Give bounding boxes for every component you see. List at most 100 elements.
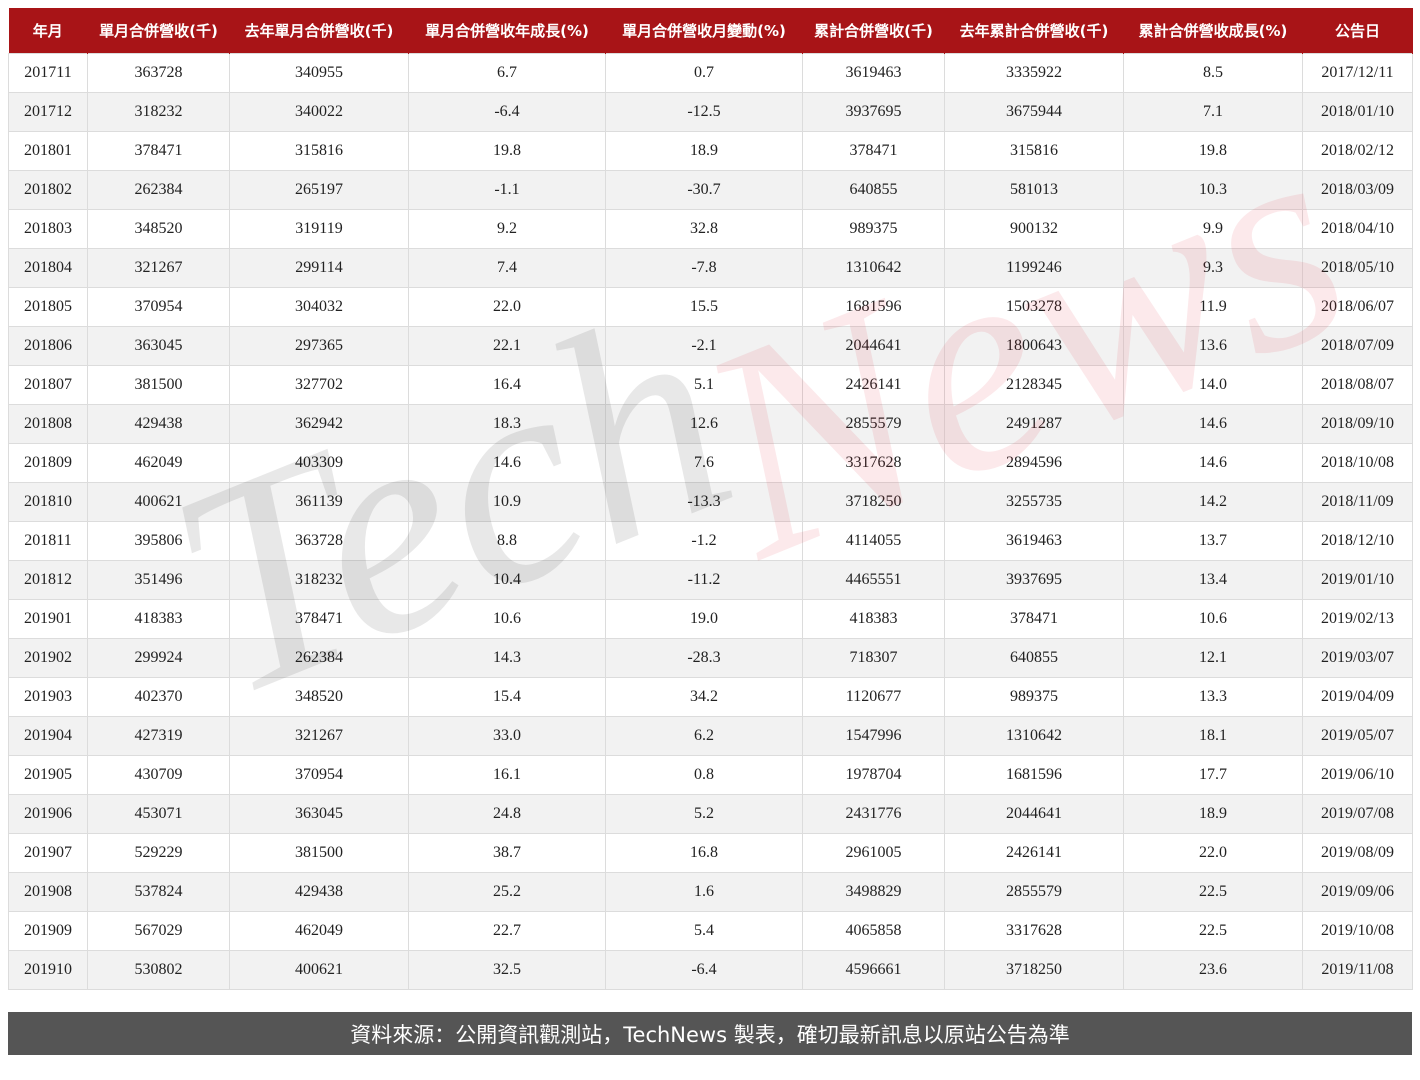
table-cell: 10.4 [408, 560, 606, 600]
table-cell: 2431776 [802, 794, 945, 834]
table-cell: 581013 [944, 170, 1124, 210]
table-cell: 22.5 [1123, 872, 1303, 912]
table-cell: 462049 [87, 443, 230, 483]
table-row: 201806 363045 297365 22.1 -2.1 2044641 1800643… [8, 326, 1413, 366]
table-cell: 2018/09/10 [1302, 404, 1413, 444]
table-cell: 201711 [8, 53, 88, 93]
table-cell: 378471 [802, 131, 945, 171]
table-cell: 6.7 [408, 53, 606, 93]
table-cell: 0.7 [605, 53, 803, 93]
table-cell: 3937695 [944, 560, 1124, 600]
column-header: 單月合併營收月變動(%) [605, 8, 803, 54]
table-cell: 18.3 [408, 404, 606, 444]
table-cell: 19.8 [408, 131, 606, 171]
table-cell: 262384 [87, 170, 230, 210]
table-cell: 1681596 [802, 287, 945, 327]
table-row: 201804 321267 299114 7.4 -7.8 1310642 1199246 9… [8, 248, 1413, 288]
table-cell: 201801 [8, 131, 88, 171]
table-cell: 13.4 [1123, 560, 1303, 600]
table-cell: 2018/11/09 [1302, 482, 1413, 522]
column-header: 年月 [8, 8, 88, 54]
table-cell: 400621 [229, 950, 409, 990]
table-cell: 24.8 [408, 794, 606, 834]
table-cell: -7.8 [605, 248, 803, 288]
table-cell: 14.6 [408, 443, 606, 483]
table-row: 201905 430709 370954 16.1 0.8 1978704 1681596 1… [8, 755, 1413, 795]
table-cell: 2018/06/07 [1302, 287, 1413, 327]
column-header: 累計合併營收(千) [802, 8, 945, 54]
table-cell: 351496 [87, 560, 230, 600]
table-cell: 381500 [87, 365, 230, 405]
table-cell: 427319 [87, 716, 230, 756]
table-row: 201808 429438 362942 18.3 12.6 2855579 2491287… [8, 404, 1413, 444]
table-cell: 15.5 [605, 287, 803, 327]
table-cell: 363045 [87, 326, 230, 366]
table-cell: 2044641 [944, 794, 1124, 834]
table-cell: 2018/05/10 [1302, 248, 1413, 288]
table-cell: 1310642 [802, 248, 945, 288]
table-cell: 9.3 [1123, 248, 1303, 288]
table-cell: 2018/08/07 [1302, 365, 1413, 405]
table-cell: 2491287 [944, 404, 1124, 444]
table-cell: 3498829 [802, 872, 945, 912]
table-cell: 362942 [229, 404, 409, 444]
table-cell: 1.6 [605, 872, 803, 912]
table-cell: 7.6 [605, 443, 803, 483]
footer-text: 資料來源：公開資訊觀測站，TechNews 製表，確切最新訊息以原站公告為準 [350, 1022, 1070, 1047]
table-header-row: 年月 單月合併營收(千) 去年單月合併營收(千) 單月合併營收年成長(%) 單月合併營收… [8, 8, 1413, 54]
table-cell: 462049 [229, 911, 409, 951]
table-cell: 1503278 [944, 287, 1124, 327]
table-cell: 2426141 [802, 365, 945, 405]
table-cell: -1.2 [605, 521, 803, 561]
table-cell: 363728 [229, 521, 409, 561]
table-cell: 19.0 [605, 599, 803, 639]
table-cell: 340955 [229, 53, 409, 93]
table-cell: -1.1 [408, 170, 606, 210]
revenue-table: 年月 單月合併營收(千) 去年單月合併營收(千) 單月合併營收年成長(%) 單月合併營收… [8, 8, 1413, 990]
table-cell: 640855 [944, 638, 1124, 678]
table-cell: 418383 [87, 599, 230, 639]
table-cell: 1310642 [944, 716, 1124, 756]
table-cell: 2018/10/08 [1302, 443, 1413, 483]
table-cell: 429438 [229, 872, 409, 912]
table-cell: 201712 [8, 92, 88, 132]
table-cell: 989375 [802, 209, 945, 249]
table-cell: 640855 [802, 170, 945, 210]
table-cell: 16.4 [408, 365, 606, 405]
table-cell: 201810 [8, 482, 88, 522]
table-cell: 400621 [87, 482, 230, 522]
table-cell: 22.5 [1123, 911, 1303, 951]
table-row: 201711 363728 340955 6.7 0.7 3619463 3335922 8.… [8, 53, 1413, 93]
table-cell: 201809 [8, 443, 88, 483]
table-cell: 7.4 [408, 248, 606, 288]
table-cell: -11.2 [605, 560, 803, 600]
table-cell: 403309 [229, 443, 409, 483]
table-cell: 17.7 [1123, 755, 1303, 795]
table-cell: 370954 [229, 755, 409, 795]
table-cell: 430709 [87, 755, 230, 795]
table-cell: 327702 [229, 365, 409, 405]
table-cell: 7.1 [1123, 92, 1303, 132]
table-cell: 321267 [229, 716, 409, 756]
table-cell: 2019/01/10 [1302, 560, 1413, 600]
table-row: 201809 462049 403309 14.6 7.6 3317628 2894596 1… [8, 443, 1413, 483]
table-cell: 10.6 [408, 599, 606, 639]
table-cell: 567029 [87, 911, 230, 951]
table-cell: 201803 [8, 209, 88, 249]
table-cell: 989375 [944, 677, 1124, 717]
table-cell: 201808 [8, 404, 88, 444]
table-row: 201712 318232 340022 -6.4 -12.5 3937695 367594… [8, 92, 1413, 132]
table-cell: 18.1 [1123, 716, 1303, 756]
table-cell: 304032 [229, 287, 409, 327]
table-cell: 2019/10/08 [1302, 911, 1413, 951]
table-cell: 22.1 [408, 326, 606, 366]
table-cell: -28.3 [605, 638, 803, 678]
table-cell: 2019/11/08 [1302, 950, 1413, 990]
table-row: 201902 299924 262384 14.3 -28.3 718307 640855 1… [8, 638, 1413, 678]
table-cell: 14.6 [1123, 404, 1303, 444]
table-cell: 297365 [229, 326, 409, 366]
table-row: 201903 402370 348520 15.4 34.2 1120677 989375 1… [8, 677, 1413, 717]
table-cell: 529229 [87, 833, 230, 873]
table-cell: 10.6 [1123, 599, 1303, 639]
table-cell: 201804 [8, 248, 88, 288]
